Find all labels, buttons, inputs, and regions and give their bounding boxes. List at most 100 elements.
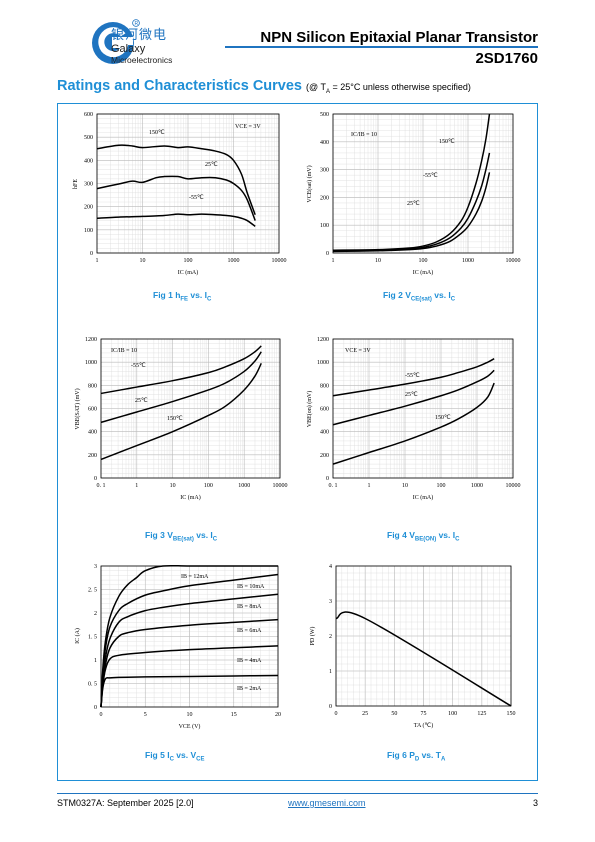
x-axis-label: IC (mA) bbox=[413, 269, 434, 276]
x-tick-label: 1 bbox=[332, 258, 335, 264]
y-tick-label: 600 bbox=[84, 112, 93, 118]
x-tick-label: 5 bbox=[144, 712, 147, 718]
series-label: 25℃ bbox=[407, 201, 420, 207]
y-tick-label: 400 bbox=[88, 430, 97, 436]
x-axis-label: TA (℃) bbox=[414, 722, 433, 729]
chart-condition-note: IC/IB = 10 bbox=[351, 132, 377, 138]
x-tick-label: 50 bbox=[391, 711, 397, 717]
y-tick-label: 100 bbox=[320, 223, 329, 229]
series-label: 150℃ bbox=[439, 139, 455, 145]
chart-hfe-vs-ic: 1 10 100 1000 10000 0 100 200 300 400 500 600 IC (mA… bbox=[73, 112, 287, 276]
series-label: -55℃ bbox=[405, 373, 420, 379]
x-tick-label: 10 bbox=[402, 483, 408, 489]
logo-chinese-name: 银河微电 bbox=[111, 28, 168, 43]
x-tick-label: 10000 bbox=[506, 258, 521, 264]
chart-condition-note: IC/IB = 10 bbox=[111, 348, 137, 354]
caption-fig3: Fig 3 VBE(sat) vs. IC bbox=[145, 530, 218, 543]
x-tick-label: 1000 bbox=[238, 483, 250, 489]
y-tick-label: 200 bbox=[320, 453, 329, 459]
y-tick-label: 300 bbox=[320, 168, 329, 174]
x-tick-label: 1000 bbox=[462, 258, 474, 264]
x-tick-label: 1000 bbox=[471, 483, 483, 489]
y-tick-label: 800 bbox=[320, 383, 329, 389]
series-line bbox=[332, 382, 495, 465]
caption-fig6: Fig 6 PD vs. TA bbox=[387, 750, 446, 763]
y-tick-label: 1000 bbox=[317, 360, 329, 366]
logo-name: Galaxy bbox=[111, 43, 146, 55]
x-tick-label: 10000 bbox=[506, 483, 521, 489]
x-axis-label: IC (mA) bbox=[180, 494, 201, 501]
series-line bbox=[332, 152, 491, 252]
y-tick-label: 0 bbox=[90, 251, 93, 257]
series-line bbox=[100, 573, 279, 708]
plot-frame bbox=[335, 565, 512, 707]
x-tick-label: 75 bbox=[421, 711, 427, 717]
plot-frame bbox=[332, 338, 514, 479]
chart-vbesat-vs-ic: 0. 1 1 10 100 1000 10000 0 200 400 600 800 1000 1200… bbox=[74, 337, 288, 501]
y-tick-label: 500 bbox=[84, 135, 93, 141]
website-link[interactable]: www.gmesemi.com bbox=[288, 798, 366, 808]
y-tick-label: 600 bbox=[320, 407, 329, 413]
series-line bbox=[335, 611, 512, 707]
x-tick-label: 0. 1 bbox=[329, 483, 338, 489]
series-label: 25℃ bbox=[405, 392, 418, 398]
y-tick-label: 300 bbox=[84, 182, 93, 188]
x-tick-label: 10000 bbox=[272, 258, 287, 264]
series-label: 150℃ bbox=[149, 130, 165, 136]
x-tick-label: 1 bbox=[368, 483, 371, 489]
y-tick-label: 1000 bbox=[85, 360, 97, 366]
y-axis-label: VBE(SAT) (mV) bbox=[74, 388, 81, 429]
chart-pd-vs-ta: 0 25 50 75 100 125 150 0 1 2 3 4 TA (℃) PD (W) bbox=[309, 564, 516, 729]
y-tick-label: 400 bbox=[84, 158, 93, 164]
x-axis-label: VCE (V) bbox=[179, 723, 201, 730]
chart-ic-vs-vce: 0 5 10 15 20 0 0. 5 1 1. 5 2 2. 5 3 VCE (V) IC (A) IB … bbox=[74, 564, 281, 730]
y-tick-label: 4 bbox=[329, 564, 332, 570]
y-tick-label: 200 bbox=[84, 205, 93, 211]
x-tick-label: 100 bbox=[184, 258, 193, 264]
x-tick-label: 10 bbox=[187, 712, 193, 718]
series-label: IB = 8mA bbox=[237, 604, 262, 610]
series-line bbox=[332, 369, 495, 426]
y-tick-label: 1200 bbox=[85, 337, 97, 343]
y-tick-label: 1. 5 bbox=[88, 635, 97, 641]
caption-fig5: Fig 5 IC vs. VCE bbox=[145, 750, 205, 763]
footer-divider bbox=[57, 793, 538, 794]
x-tick-label: 25 bbox=[362, 711, 368, 717]
x-axis-label: IC (mA) bbox=[178, 269, 199, 276]
chart-condition-note: VCE = 3V bbox=[235, 124, 261, 130]
series-label: 150℃ bbox=[435, 415, 451, 421]
y-tick-label: 3 bbox=[94, 564, 97, 570]
y-tick-label: 400 bbox=[320, 430, 329, 436]
y-tick-label: 0 bbox=[94, 476, 97, 482]
series-line bbox=[96, 144, 256, 216]
x-tick-label: 100 bbox=[204, 483, 213, 489]
plot-frame bbox=[100, 338, 281, 479]
x-tick-label: 125 bbox=[477, 711, 486, 717]
part-number: 2SD1760 bbox=[475, 50, 538, 67]
y-axis-label: IC (A) bbox=[74, 628, 81, 644]
series-line bbox=[332, 358, 495, 397]
series-label: 25℃ bbox=[135, 398, 148, 404]
series-label: IB = 6mA bbox=[237, 628, 262, 634]
x-tick-label: 10 bbox=[140, 258, 146, 264]
chart-vbeon-vs-ic: 0. 1 1 10 100 1000 10000 0 200 400 600 800 1000 1200… bbox=[306, 337, 521, 501]
plot-frame bbox=[96, 113, 280, 254]
series-line bbox=[100, 345, 262, 395]
y-tick-label: 200 bbox=[320, 195, 329, 201]
x-tick-label: 1000 bbox=[228, 258, 240, 264]
y-tick-label: 0 bbox=[329, 704, 332, 710]
y-tick-label: 0. 5 bbox=[88, 682, 97, 688]
page-number: 3 bbox=[532, 798, 538, 808]
x-tick-label: 20 bbox=[275, 712, 281, 718]
section-title: Ratings and Characteristics Curves bbox=[57, 78, 302, 94]
y-axis-label: VCE(sat) (mV) bbox=[306, 165, 313, 202]
series-line bbox=[332, 172, 491, 253]
document-title: NPN Silicon Epitaxial Planar Transistor bbox=[260, 29, 538, 46]
series-label: 25℃ bbox=[205, 162, 218, 168]
series-label: IB = 2mA bbox=[237, 686, 262, 692]
series-label: IB = 4mA bbox=[237, 658, 262, 664]
plot-frame bbox=[332, 113, 514, 254]
series-label: IB = 10mA bbox=[237, 584, 265, 590]
series-label: -55℃ bbox=[423, 173, 438, 179]
y-axis-label: VBE(on) (mV) bbox=[306, 391, 313, 428]
